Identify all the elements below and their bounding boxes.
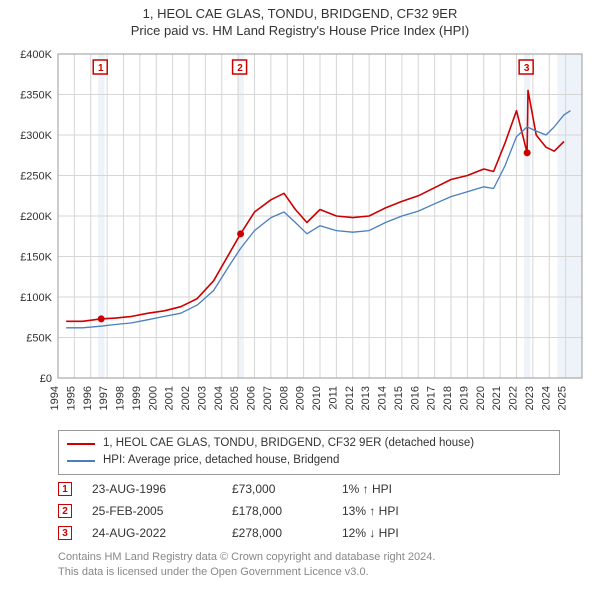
- sale-row: 1 23-AUG-1996 £73,000 1% ↑ HPI: [58, 478, 442, 500]
- legend-row: HPI: Average price, detached house, Brid…: [67, 452, 551, 469]
- sale-date: 24-AUG-2022: [92, 526, 212, 540]
- sale-date: 25-FEB-2005: [92, 504, 212, 518]
- svg-text:£150K: £150K: [20, 252, 52, 264]
- sale-marker-icon: 3: [58, 526, 72, 540]
- svg-text:2017: 2017: [426, 386, 438, 410]
- legend-swatch: [67, 443, 95, 445]
- svg-text:3: 3: [524, 63, 530, 74]
- svg-text:2022: 2022: [508, 386, 520, 410]
- svg-text:£400K: £400K: [20, 49, 52, 61]
- svg-text:2019: 2019: [458, 386, 470, 410]
- svg-text:2001: 2001: [164, 386, 176, 410]
- sale-row: 3 24-AUG-2022 £278,000 12% ↓ HPI: [58, 522, 442, 544]
- sale-price: £73,000: [232, 482, 322, 496]
- svg-text:2016: 2016: [409, 386, 421, 410]
- page-title: 1, HEOL CAE GLAS, TONDU, BRIDGEND, CF32 …: [0, 6, 600, 21]
- legend-swatch: [67, 460, 95, 462]
- svg-text:1995: 1995: [65, 386, 77, 410]
- svg-text:£350K: £350K: [20, 90, 52, 102]
- svg-text:£200K: £200K: [20, 211, 52, 223]
- svg-text:2000: 2000: [147, 386, 159, 410]
- sale-marker-icon: 2: [58, 504, 72, 518]
- sales-table: 1 23-AUG-1996 £73,000 1% ↑ HPI 2 25-FEB-2005 £…: [58, 478, 442, 544]
- svg-text:2007: 2007: [262, 386, 274, 410]
- svg-text:£300K: £300K: [20, 130, 52, 142]
- svg-text:2: 2: [237, 63, 243, 74]
- sale-price: £278,000: [232, 526, 322, 540]
- sale-delta: 12% ↓ HPI: [342, 526, 442, 540]
- svg-text:2002: 2002: [180, 386, 192, 410]
- svg-text:2025: 2025: [557, 386, 569, 410]
- svg-text:£250K: £250K: [20, 171, 52, 183]
- svg-text:1996: 1996: [82, 386, 94, 410]
- svg-text:2005: 2005: [229, 386, 241, 410]
- svg-text:2015: 2015: [393, 386, 405, 410]
- svg-text:2010: 2010: [311, 386, 323, 410]
- footer-line-1: Contains HM Land Registry data © Crown c…: [58, 550, 542, 565]
- svg-text:2018: 2018: [442, 386, 454, 410]
- legend-row: 1, HEOL CAE GLAS, TONDU, BRIDGEND, CF32 …: [67, 435, 551, 452]
- svg-text:1999: 1999: [131, 386, 143, 410]
- svg-text:1997: 1997: [98, 386, 110, 410]
- svg-text:2014: 2014: [377, 386, 389, 410]
- svg-text:2004: 2004: [213, 386, 225, 410]
- sale-delta: 1% ↑ HPI: [342, 482, 442, 496]
- sale-price: £178,000: [232, 504, 322, 518]
- svg-text:£100K: £100K: [20, 292, 52, 304]
- svg-text:2023: 2023: [524, 386, 536, 410]
- svg-text:2006: 2006: [246, 386, 258, 410]
- svg-text:2013: 2013: [360, 386, 372, 410]
- svg-text:2021: 2021: [491, 386, 503, 410]
- svg-text:£50K: £50K: [26, 333, 52, 345]
- svg-text:2011: 2011: [327, 386, 339, 410]
- svg-text:£0: £0: [40, 373, 52, 385]
- legend-label: 1, HEOL CAE GLAS, TONDU, BRIDGEND, CF32 …: [103, 435, 474, 452]
- svg-text:1998: 1998: [115, 386, 127, 410]
- sale-row: 2 25-FEB-2005 £178,000 13% ↑ HPI: [58, 500, 442, 522]
- footer-attribution: Contains HM Land Registry data © Crown c…: [58, 550, 542, 580]
- footer-line-2: This data is licensed under the Open Gov…: [58, 565, 542, 580]
- svg-text:2024: 2024: [540, 386, 552, 410]
- svg-text:2020: 2020: [475, 386, 487, 410]
- legend: 1, HEOL CAE GLAS, TONDU, BRIDGEND, CF32 …: [58, 430, 560, 475]
- svg-text:2009: 2009: [295, 386, 307, 410]
- legend-label: HPI: Average price, detached house, Brid…: [103, 452, 339, 469]
- svg-text:2003: 2003: [196, 386, 208, 410]
- svg-text:2008: 2008: [278, 386, 290, 410]
- sale-date: 23-AUG-1996: [92, 482, 212, 496]
- sale-delta: 13% ↑ HPI: [342, 504, 442, 518]
- page-subtitle: Price paid vs. HM Land Registry's House …: [0, 23, 600, 38]
- svg-text:2012: 2012: [344, 386, 356, 410]
- sale-marker-icon: 1: [58, 482, 72, 496]
- price-chart: £0 £50K £100K £150K £200K £250K £300K £350K £400…: [10, 48, 590, 420]
- svg-text:1: 1: [98, 63, 104, 74]
- svg-text:1994: 1994: [49, 386, 61, 410]
